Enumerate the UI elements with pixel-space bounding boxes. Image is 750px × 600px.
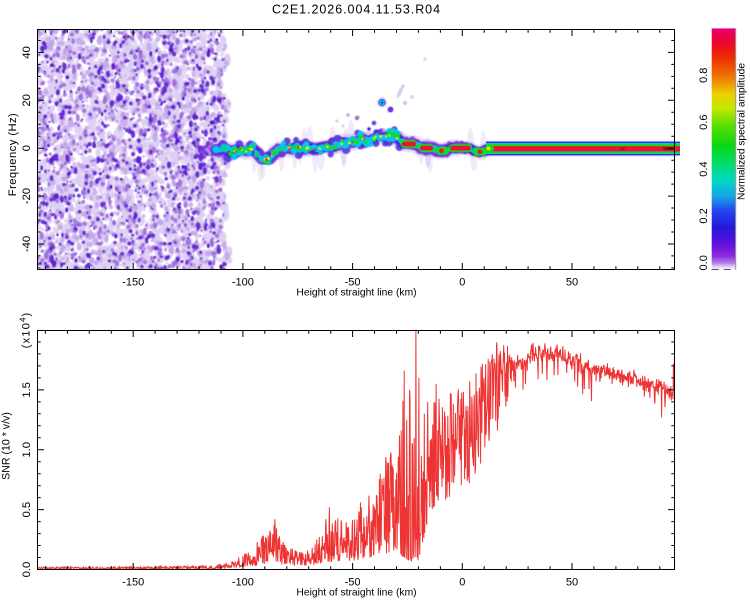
svg-text:50: 50: [566, 577, 578, 589]
svg-text:0.0: 0.0: [21, 562, 33, 578]
svg-text:(x104): (x104): [19, 312, 33, 349]
svg-text:1.5: 1.5: [21, 382, 33, 398]
svg-text:Height of straight line (km): Height of straight line (km): [296, 288, 416, 299]
svg-text:-50: -50: [345, 277, 361, 289]
svg-text:0: 0: [459, 577, 465, 589]
svg-text:20: 20: [21, 94, 33, 107]
svg-text:-100: -100: [232, 577, 254, 589]
svg-text:0.2: 0.2: [698, 208, 710, 223]
svg-text:SNR (10 * v/v): SNR (10 * v/v): [0, 412, 12, 480]
svg-text:C2E1.2026.004.11.53.R04: C2E1.2026.004.11.53.R04: [272, 3, 441, 17]
svg-text:Height of straight line (km): Height of straight line (km): [296, 588, 416, 599]
svg-text:0.0: 0.0: [698, 255, 710, 270]
svg-text:-40: -40: [21, 236, 33, 252]
svg-text:0: 0: [21, 145, 33, 151]
svg-text:Frequency (Hz): Frequency (Hz): [7, 113, 19, 196]
svg-text:-150: -150: [122, 277, 144, 289]
svg-text:0.6: 0.6: [698, 115, 710, 130]
svg-text:-50: -50: [345, 577, 361, 589]
svg-text:-150: -150: [122, 577, 144, 589]
svg-text:40: 40: [21, 46, 33, 59]
svg-text:50: 50: [566, 277, 578, 289]
svg-text:0.4: 0.4: [698, 161, 710, 176]
svg-text:0.5: 0.5: [21, 502, 33, 518]
svg-text:1.0: 1.0: [21, 442, 33, 458]
svg-text:0: 0: [459, 277, 465, 289]
svg-text:-20: -20: [21, 188, 33, 204]
svg-text:Normalized spectral amplitude: Normalized spectral amplitude: [737, 63, 748, 200]
svg-text:-100: -100: [232, 277, 254, 289]
svg-text:0.8: 0.8: [698, 68, 710, 83]
